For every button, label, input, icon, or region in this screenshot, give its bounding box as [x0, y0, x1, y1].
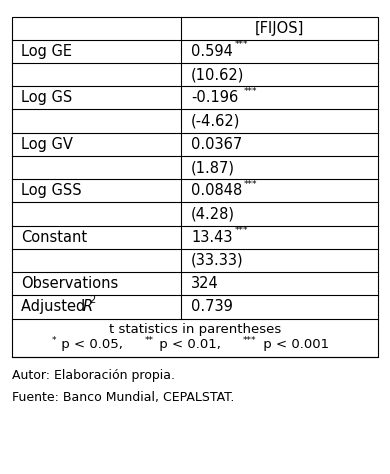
Text: 0.739: 0.739: [191, 300, 233, 314]
Text: Log GE: Log GE: [21, 44, 73, 59]
Text: 2: 2: [89, 295, 96, 305]
Text: (10.62): (10.62): [191, 67, 245, 82]
Text: Log GS: Log GS: [21, 91, 73, 105]
Text: 324: 324: [191, 276, 219, 291]
Text: p < 0.001: p < 0.001: [259, 338, 329, 351]
Text: (-4.62): (-4.62): [191, 114, 241, 128]
Text: 0.594: 0.594: [191, 44, 233, 59]
Text: p < 0.05,: p < 0.05,: [57, 338, 128, 351]
Text: Log GSS: Log GSS: [21, 183, 82, 198]
Text: ***: ***: [244, 180, 257, 189]
Text: [FIJOS]: [FIJOS]: [255, 21, 305, 36]
Text: p < 0.01,: p < 0.01,: [156, 338, 225, 351]
Text: ***: ***: [235, 226, 248, 235]
Text: Log GV: Log GV: [21, 137, 73, 152]
Text: 0.0367: 0.0367: [191, 137, 242, 152]
Text: (1.87): (1.87): [191, 160, 235, 175]
Text: 13.43: 13.43: [191, 230, 232, 245]
Text: R: R: [82, 300, 92, 314]
Text: 0.0848: 0.0848: [191, 183, 242, 198]
Text: Constant: Constant: [21, 230, 88, 245]
Text: Fuente: Banco Mundial, CEPALSTAT.: Fuente: Banco Mundial, CEPALSTAT.: [12, 391, 234, 404]
Text: ***: ***: [235, 40, 248, 49]
Text: (33.33): (33.33): [191, 253, 244, 268]
Text: Adjusted: Adjusted: [21, 300, 90, 314]
Text: Observations: Observations: [21, 276, 119, 291]
Text: Autor: Elaboración propia.: Autor: Elaboración propia.: [12, 369, 175, 382]
Text: (4.28): (4.28): [191, 207, 235, 221]
Text: ***: ***: [243, 336, 256, 345]
Text: t statistics in parentheses: t statistics in parentheses: [109, 323, 281, 336]
Text: *: *: [52, 336, 57, 345]
Text: -0.196: -0.196: [191, 91, 238, 105]
Text: ***: ***: [244, 87, 257, 96]
Text: **: **: [145, 336, 154, 345]
